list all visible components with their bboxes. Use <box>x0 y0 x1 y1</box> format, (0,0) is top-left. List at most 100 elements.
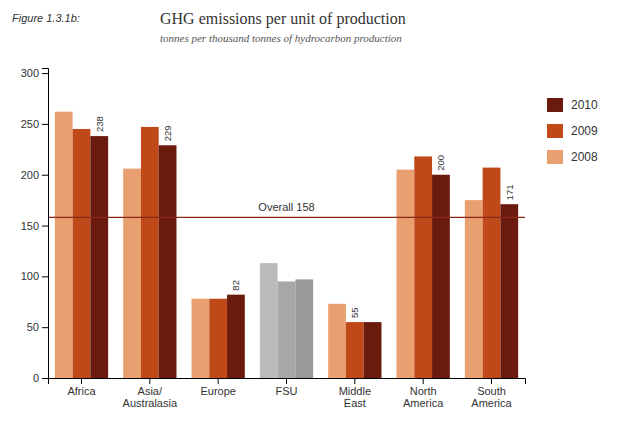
tick-label: NorthAmerica <box>403 385 444 410</box>
bar <box>483 168 501 378</box>
axis-line <box>42 69 49 379</box>
tick: 50 <box>27 321 48 333</box>
tick-label-line: Europe <box>200 385 235 397</box>
legend-swatch <box>547 150 563 164</box>
tick-mark <box>354 378 355 384</box>
tick-mark <box>42 276 48 277</box>
tick: 150 <box>21 220 48 232</box>
tick-mark <box>42 327 48 328</box>
series <box>55 112 483 378</box>
tick-mark <box>42 378 48 379</box>
figure-label: Figure 1.3.1b: <box>12 12 80 24</box>
series <box>90 136 518 378</box>
bar <box>328 304 346 378</box>
legend-swatch <box>547 124 563 138</box>
tick-mark <box>42 124 48 125</box>
tick-label-line: America <box>471 397 512 409</box>
annotation: 55 <box>349 308 360 319</box>
tick-label: Europe <box>200 385 235 397</box>
tick: Africa <box>67 378 96 397</box>
bar <box>364 322 382 378</box>
legend-item: 2010 <box>547 98 598 112</box>
bars <box>48 112 525 378</box>
tick-label: Africa <box>67 385 96 397</box>
legend-item: 2009 <box>547 124 598 138</box>
bar <box>260 263 278 378</box>
tick-label-line: Asia/ <box>138 385 163 397</box>
tick-label: MiddleEast <box>339 385 371 410</box>
tick: FSU <box>276 378 298 397</box>
bar <box>295 279 313 378</box>
tick-label: Asia/Australasia <box>123 385 178 410</box>
bar <box>55 112 73 378</box>
legend-item: 2008 <box>547 150 598 164</box>
bar <box>414 156 432 378</box>
annotation: 82 <box>230 280 241 291</box>
bar <box>90 136 108 378</box>
reference-line <box>48 217 525 218</box>
tick-label: 150 <box>21 220 39 232</box>
bar <box>141 127 159 378</box>
tick-label-line: Africa <box>67 385 96 397</box>
tick-label: 100 <box>21 270 39 282</box>
tick: SouthAmerica <box>471 378 512 409</box>
axis-line <box>49 379 526 385</box>
tick: 300 <box>21 67 48 79</box>
tick: Europe <box>200 378 235 397</box>
tick-label-line: FSU <box>276 385 298 397</box>
legend-label: 2009 <box>571 124 598 138</box>
subtitle: tonnes per thousand tonnes of hydrocarbo… <box>160 32 402 44</box>
tick-mark <box>81 378 82 384</box>
tick-label: SouthAmerica <box>471 385 512 410</box>
tick-mark <box>218 378 219 384</box>
bar <box>227 295 245 378</box>
series <box>73 127 501 378</box>
plot: 0 50 100 150 200 250 300 Africa Asia/Australasia… <box>21 67 526 409</box>
tick: 0 <box>33 372 48 384</box>
x-axis: Africa Asia/Australasia Europe FSU MiddleEas… <box>49 378 526 409</box>
tick: NorthAmerica <box>403 378 444 409</box>
tick-label-line: Australasia <box>123 397 178 409</box>
bar <box>278 281 296 378</box>
tick-mark <box>149 378 150 384</box>
tick-mark <box>42 73 48 74</box>
tick: MiddleEast <box>339 378 371 409</box>
tick-mark <box>423 378 424 384</box>
tick-label: 200 <box>21 169 39 181</box>
title: GHG emissions per unit of production <box>160 10 406 28</box>
tick-mark <box>42 175 48 176</box>
bar <box>432 175 450 378</box>
annotation: 238 <box>94 116 105 132</box>
bar <box>346 322 364 378</box>
reference-label: Overall 158 <box>258 201 314 213</box>
legend-swatch <box>547 98 563 112</box>
bar <box>500 204 518 378</box>
tick-label: 300 <box>21 67 39 79</box>
annotation: 229 <box>162 125 173 141</box>
tick-label-line: South <box>477 385 506 397</box>
tick-label-line: Middle <box>339 385 371 397</box>
tick-label: 0 <box>33 372 39 384</box>
tick-mark <box>42 226 48 227</box>
tick-mark <box>491 378 492 384</box>
bar <box>192 299 210 378</box>
tick: 100 <box>21 270 48 282</box>
tick-mark <box>286 378 287 384</box>
bar <box>123 169 141 378</box>
tick-label-line: North <box>410 385 437 397</box>
tick-label-line: East <box>344 397 366 409</box>
annotation: 171 <box>504 184 515 200</box>
tick: Asia/Australasia <box>123 378 178 409</box>
tick-label: 250 <box>21 118 39 130</box>
bar <box>159 145 177 378</box>
tick: 250 <box>21 118 48 130</box>
bar <box>397 170 415 378</box>
tick-label-line: America <box>403 397 444 409</box>
bar <box>73 129 91 378</box>
tick: 200 <box>21 169 48 181</box>
annotation: 200 <box>435 155 446 171</box>
bar <box>465 200 483 378</box>
bar <box>209 299 227 378</box>
labels: Overall 158 238 229 82 55 200 171 <box>94 116 515 318</box>
tick-label: FSU <box>276 385 298 397</box>
